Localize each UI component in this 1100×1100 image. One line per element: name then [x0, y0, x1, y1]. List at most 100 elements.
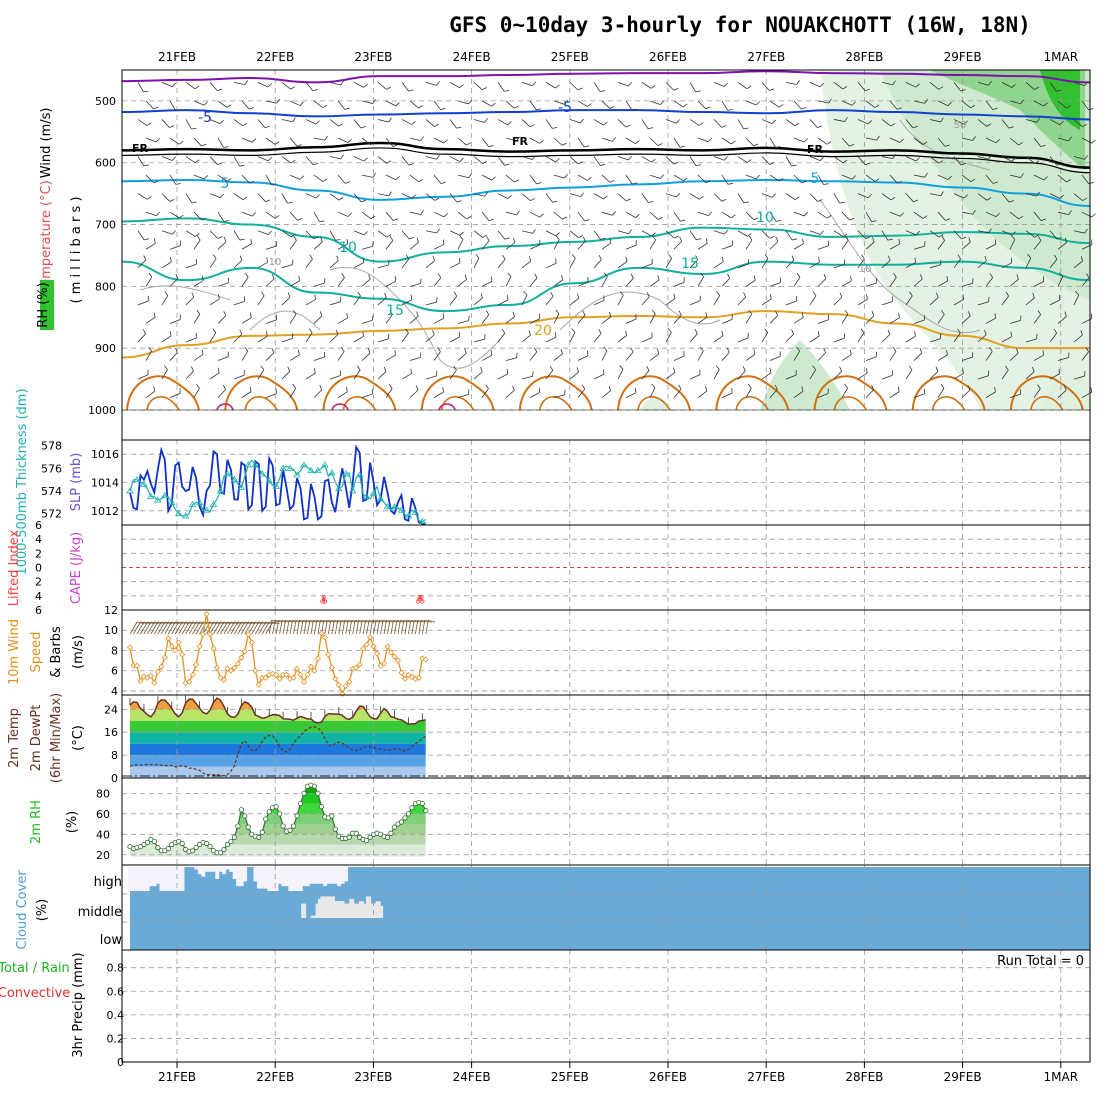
wind-barb-feather: [512, 311, 515, 317]
wind-barb-feather: [839, 292, 843, 298]
wind-barb: [713, 261, 724, 269]
wind-barb: [713, 369, 720, 380]
wind-barb: [857, 332, 865, 343]
wind-barb-feather: [292, 309, 297, 315]
wind-barb: [257, 261, 268, 269]
wind-barb: [761, 156, 770, 165]
wind-barb: [145, 137, 157, 143]
wind-barb-feather: [963, 120, 968, 125]
surface-temp-contour-inner: [440, 396, 475, 411]
rh-marker: [405, 811, 411, 817]
wind-barb: [745, 174, 757, 180]
wind-barb: [355, 620, 360, 635]
rh-marker: [297, 800, 304, 807]
wind-barb: [793, 317, 804, 324]
wind-barb: [425, 81, 437, 86]
wind-barb-feather: [459, 231, 464, 236]
wind-barb-feather: [845, 235, 849, 241]
wind-barb-feather: [440, 107, 446, 111]
wind-barb-feather: [175, 273, 179, 279]
wind-barb: [697, 242, 708, 250]
wind-barb: [1049, 230, 1058, 240]
wind-barb-feather: [418, 178, 424, 183]
precip-tick-label: 0.2: [107, 1032, 125, 1045]
wind-barb: [745, 137, 754, 147]
wind-barb-feather: [202, 275, 204, 281]
wind-barb: [841, 211, 850, 221]
high-cloud-clear: [131, 867, 136, 891]
thickness-marker: [376, 495, 385, 502]
wind-barb-feather: [726, 347, 730, 353]
wind-barb-feather: [775, 146, 781, 148]
rh-marker: [290, 823, 297, 829]
wind-barb-feather: [443, 139, 448, 144]
pressure-tick-label: 900: [95, 342, 116, 355]
wind-barb-feather: [893, 272, 897, 278]
wind-barb: [313, 389, 323, 398]
wind-barb-feather: [360, 126, 366, 129]
wind-barb-feather: [826, 214, 832, 219]
wind-barb-feather: [796, 80, 800, 85]
wind-barb: [433, 100, 441, 110]
rh-marker: [144, 839, 150, 846]
wind-barb: [401, 620, 405, 635]
wind-barb-feather: [988, 154, 992, 160]
wind-barb: [553, 239, 560, 250]
wind-barb: [521, 260, 532, 269]
wind-barb: [331, 620, 335, 635]
wind-barb: [313, 100, 323, 108]
wind-barb-feather: [169, 125, 175, 128]
wind-barb-feather: [817, 125, 823, 129]
wind-barb-feather: [372, 172, 376, 178]
wind-barb: [345, 620, 349, 635]
rh-marker: [273, 804, 279, 810]
wind-barb-feather: [582, 310, 586, 316]
wind-barb-feather: [388, 117, 392, 123]
wind-barb-feather: [938, 160, 944, 164]
wind-barb-feather: [986, 123, 992, 127]
wind-barb-feather: [646, 292, 650, 297]
wind-barb: [143, 621, 152, 635]
wind-barb: [689, 374, 701, 380]
wind-barb: [414, 620, 419, 635]
wind-barb-feather: [223, 236, 227, 242]
wind-barb: [337, 174, 346, 184]
wind-barb-feather: [609, 106, 615, 109]
wind-barb-feather: [778, 177, 784, 182]
wind-barb: [161, 119, 170, 128]
wind-barb: [529, 211, 540, 218]
wind-barb: [497, 82, 505, 92]
wind-barb: [394, 620, 398, 635]
rh-tick-label: 80: [96, 787, 110, 800]
wind-barb: [265, 245, 277, 250]
rh-marker: [287, 827, 293, 833]
wind-barb: [157, 621, 166, 635]
wind-barb: [425, 230, 437, 234]
wind-barb: [289, 240, 297, 250]
wind-barb-feather: [1059, 272, 1064, 277]
wind-barb: [577, 388, 586, 398]
wind-barb: [961, 315, 971, 324]
wind-barb-feather: [667, 328, 672, 333]
wind-barb-feather: [287, 202, 293, 204]
wind-barb-feather: [1082, 123, 1087, 128]
wind-speed-marker: [200, 631, 207, 638]
wind-barb: [881, 81, 893, 86]
wind-barb: [473, 119, 485, 123]
wind-barb: [233, 260, 243, 269]
rh-label-1: 2m RH: [29, 800, 44, 844]
thickness-marker: [223, 470, 232, 477]
wind-barb: [641, 82, 652, 89]
high-cloud-clear: [270, 867, 275, 891]
pressure-tick-label: 700: [95, 219, 116, 232]
wind-barb: [1009, 239, 1016, 250]
rh-marker: [263, 816, 269, 822]
temp-label-3: (6hr Min/Max): [49, 693, 64, 783]
wind-barb: [577, 174, 588, 181]
wind-barb-feather: [480, 293, 483, 299]
wind-barb-feather: [218, 294, 220, 300]
wind-barb: [761, 193, 773, 198]
wind-barb: [289, 100, 301, 106]
wind-barb-feather: [226, 178, 232, 182]
wind-barb: [279, 620, 283, 635]
